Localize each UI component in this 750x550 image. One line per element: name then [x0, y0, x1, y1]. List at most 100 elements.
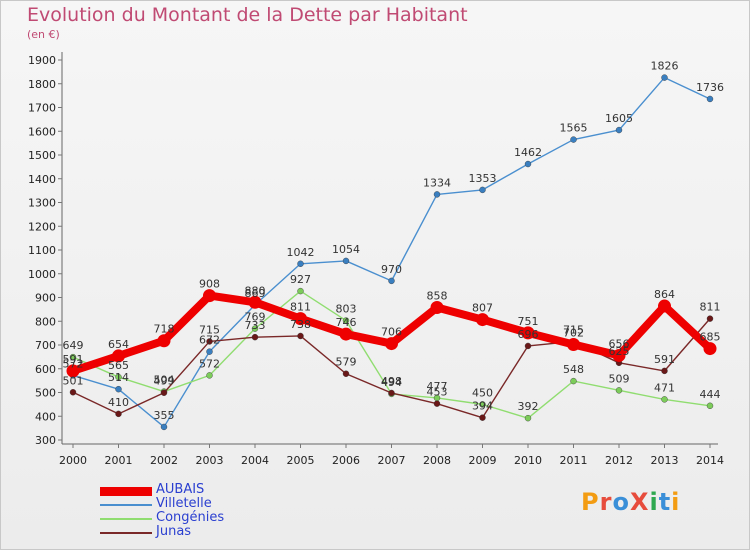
- data-point-aubais: [658, 299, 671, 313]
- data-point-junas: [160, 389, 168, 396]
- data-label-cong-nies: 392: [518, 400, 539, 413]
- legend-swatch: [100, 518, 152, 520]
- data-label-junas: 498: [381, 375, 402, 388]
- y-tick-label: 1400: [28, 173, 56, 186]
- data-point-junas: [661, 367, 668, 375]
- x-tick-label: 2003: [196, 454, 224, 467]
- data-point-aubais: [521, 326, 535, 340]
- data-point-villetelle: [661, 74, 668, 81]
- legend-label: Congénies: [156, 510, 225, 525]
- data-label-villetelle: 970: [381, 263, 402, 276]
- data-point-villetelle: [115, 385, 122, 393]
- data-label-aubais: 591: [63, 353, 84, 366]
- data-point-villetelle: [160, 423, 168, 431]
- data-label-junas: 625: [609, 345, 630, 358]
- data-label-junas: 591: [654, 353, 675, 366]
- data-label-aubais: 858: [427, 289, 448, 302]
- series-aubais: [66, 289, 717, 378]
- data-label-villetelle: 1565: [560, 122, 588, 135]
- data-label-junas: 738: [290, 318, 311, 331]
- data-point-junas: [69, 389, 77, 396]
- data-point-cong-nies: [706, 402, 714, 409]
- logo-letter: i: [649, 488, 659, 516]
- data-point-villetelle: [479, 186, 486, 194]
- data-point-aubais: [157, 334, 171, 348]
- x-tick-label: 2008: [423, 454, 451, 467]
- data-point-cong-nies: [115, 373, 122, 381]
- data-label-junas: 696: [518, 328, 539, 341]
- data-point-cong-nies: [251, 325, 259, 332]
- x-tick-label: 2010: [514, 454, 542, 467]
- data-point-cong-nies: [615, 387, 623, 394]
- data-label-villetelle: 869: [245, 287, 266, 300]
- logo-letter: P: [581, 488, 600, 516]
- data-label-villetelle: 1826: [651, 60, 679, 73]
- data-label-junas: 394: [472, 400, 493, 413]
- data-point-aubais: [567, 338, 580, 352]
- axes: 300 400 500 600 700 800 900 1000 1100 1200 1300 140…: [28, 52, 724, 467]
- x-tick-label: 2012: [605, 454, 633, 467]
- proxiti-logo: ProXiti: [581, 488, 680, 516]
- legend-swatch: [100, 532, 152, 534]
- y-tick-label: 900: [35, 292, 56, 305]
- data-point-junas: [706, 315, 714, 322]
- data-point-junas: [524, 342, 532, 350]
- data-point-aubais: [430, 300, 444, 314]
- data-label-cong-nies: 572: [199, 357, 220, 370]
- data-point-cong-nies: [206, 372, 213, 379]
- x-tick-label: 2001: [105, 454, 133, 467]
- data-label-cong-nies: 649: [63, 339, 84, 352]
- data-point-aubais: [339, 327, 353, 341]
- y-tick-label: 1100: [28, 244, 56, 257]
- x-tick-label: 2006: [332, 454, 360, 467]
- x-tick-label: 2004: [241, 454, 269, 467]
- legend-label: Villetelle: [156, 496, 212, 511]
- data-label-villetelle: 1605: [605, 112, 633, 125]
- data-label-cong-nies: 548: [563, 363, 584, 376]
- x-tick-label: 2005: [287, 454, 315, 467]
- data-label-villetelle: 1462: [514, 146, 542, 159]
- data-label-aubais: 864: [654, 288, 675, 301]
- data-point-aubais: [476, 313, 489, 327]
- data-point-aubais: [703, 342, 717, 356]
- y-tick-label: 1900: [28, 54, 56, 67]
- data-label-cong-nies: 769: [245, 311, 266, 324]
- y-tick-label: 500: [35, 387, 56, 400]
- data-label-cong-nies: 509: [609, 372, 630, 385]
- data-point-villetelle: [615, 126, 623, 134]
- data-point-villetelle: [388, 277, 395, 285]
- data-label-junas: 733: [245, 319, 266, 332]
- data-label-cong-nies: 494: [381, 376, 402, 389]
- data-label-junas: 453: [427, 386, 448, 399]
- data-label-cong-nies: 927: [290, 273, 311, 286]
- data-label-junas: 579: [336, 356, 357, 369]
- data-label-junas: 499: [154, 375, 175, 388]
- data-point-junas: [297, 332, 304, 340]
- data-label-junas: 811: [700, 301, 721, 314]
- data-label-cong-nies: 803: [336, 303, 357, 316]
- logo-letter: o: [612, 488, 630, 516]
- series-villetelle: [69, 74, 714, 431]
- data-label-junas: 715: [563, 323, 584, 336]
- data-point-aubais: [612, 348, 626, 362]
- y-tick-label: 600: [35, 363, 56, 376]
- data-label-aubais: 702: [563, 327, 584, 340]
- y-tick-label: 400: [35, 410, 56, 423]
- data-point-cong-nies: [570, 377, 577, 385]
- y-tick-label: 1700: [28, 102, 56, 115]
- data-point-villetelle: [297, 260, 304, 267]
- data-point-junas: [342, 370, 350, 377]
- legend-label: AUBAIS: [156, 482, 205, 497]
- data-point-aubais: [385, 337, 398, 351]
- data-point-villetelle: [433, 191, 441, 198]
- logo-letter: r: [599, 488, 613, 516]
- series-layer: [66, 74, 717, 431]
- data-label-villetelle: 1042: [287, 246, 315, 259]
- data-label-villetelle: 355: [154, 409, 175, 422]
- data-label-aubais: 811: [290, 301, 311, 314]
- data-point-aubais: [66, 364, 80, 378]
- legend-swatch: [100, 504, 152, 506]
- y-tick-label: 700: [35, 339, 56, 352]
- legend-swatch: [100, 486, 152, 496]
